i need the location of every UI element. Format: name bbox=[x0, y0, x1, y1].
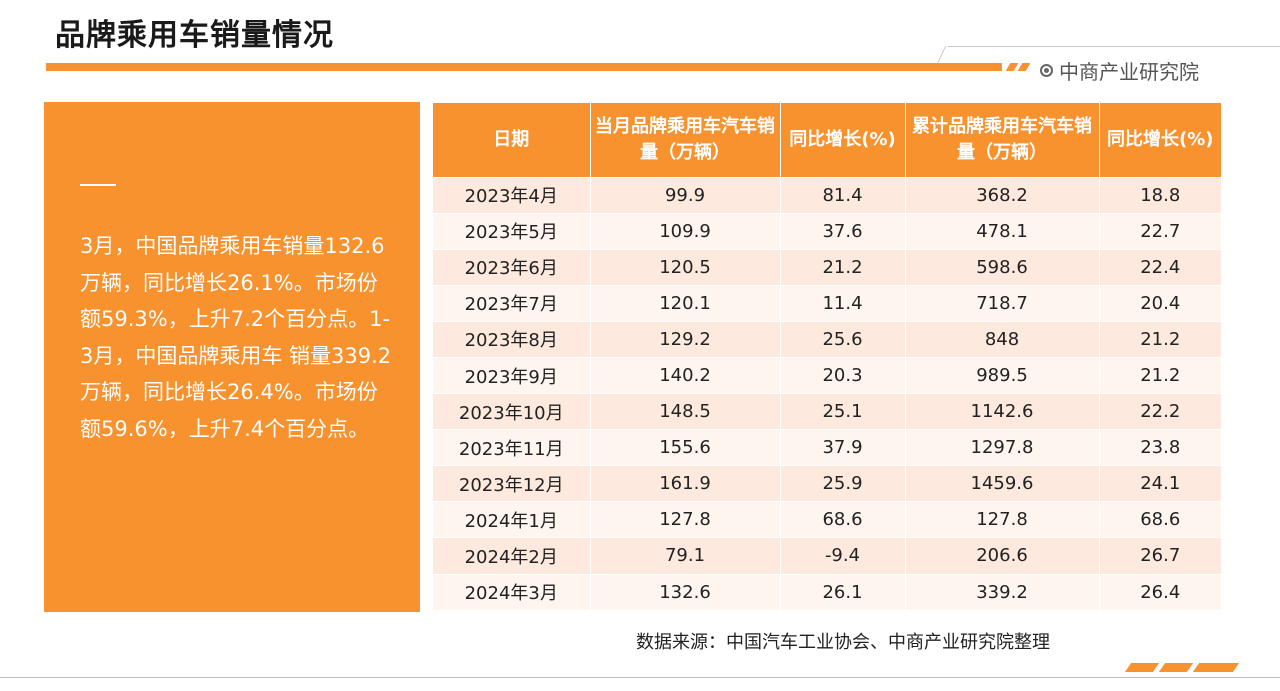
cell-cumulative-sales: 478.1 bbox=[905, 212, 1100, 250]
cell-date: 2024年3月 bbox=[433, 573, 591, 611]
brand-mark: 中商产业研究院 bbox=[1040, 56, 1199, 85]
cell-cumulative-sales: 206.6 bbox=[905, 537, 1100, 575]
cell-cumulative-sales: 339.2 bbox=[905, 573, 1100, 611]
header-divider-line bbox=[948, 46, 1280, 47]
cell-cumulative-growth: 26.7 bbox=[1099, 537, 1221, 575]
cell-date: 2023年6月 bbox=[433, 248, 591, 286]
table-row: 2023年7月 120.1 11.4 718.7 20.4 bbox=[433, 284, 1221, 322]
cell-cumulative-growth: 24.1 bbox=[1099, 465, 1221, 502]
table-row: 2024年3月 132.6 26.1 339.2 26.4 bbox=[433, 573, 1221, 611]
table-row: 2023年6月 120.5 21.2 598.6 22.4 bbox=[433, 248, 1221, 286]
column-header-date: 日期 bbox=[433, 103, 591, 177]
sales-table: 日期 当月品牌乘用车汽车销量（万辆） 同比增长(%) 累计品牌乘用车汽车销量（万… bbox=[433, 103, 1221, 611]
summary-rule bbox=[80, 184, 116, 186]
cell-monthly-sales: 127.8 bbox=[590, 501, 781, 538]
cell-monthly-sales: 132.6 bbox=[590, 573, 781, 611]
cell-monthly-sales: 161.9 bbox=[590, 465, 781, 502]
page-title: 品牌乘用车销量情况 bbox=[55, 18, 334, 53]
column-header-monthly-sales: 当月品牌乘用车汽车销量（万辆） bbox=[590, 103, 781, 177]
cell-monthly-growth: 25.1 bbox=[780, 393, 906, 430]
data-source-note: 数据来源：中国汽车工业协会、中商产业研究院整理 bbox=[636, 632, 1050, 653]
cell-cumulative-growth: 22.7 bbox=[1099, 212, 1221, 250]
cell-date: 2023年4月 bbox=[433, 176, 591, 214]
footer-stripe bbox=[1158, 663, 1194, 672]
cell-cumulative-sales: 1297.8 bbox=[905, 429, 1100, 466]
cell-monthly-growth: 81.4 bbox=[780, 176, 906, 214]
header-divider-slash bbox=[936, 46, 947, 64]
footer-stripe bbox=[1192, 663, 1240, 672]
cell-cumulative-growth: 21.2 bbox=[1099, 320, 1221, 358]
cell-monthly-sales: 148.5 bbox=[590, 393, 781, 430]
table-row: 2024年1月 127.8 68.6 127.8 68.6 bbox=[433, 501, 1221, 538]
table-header-row: 日期 当月品牌乘用车汽车销量（万辆） 同比增长(%) 累计品牌乘用车汽车销量（万… bbox=[433, 103, 1221, 177]
footer-stripe bbox=[1124, 663, 1160, 672]
cell-cumulative-sales: 368.2 bbox=[905, 176, 1100, 214]
cell-monthly-growth: 26.1 bbox=[780, 573, 906, 611]
cell-date: 2023年12月 bbox=[433, 465, 591, 502]
cell-date: 2023年5月 bbox=[433, 212, 591, 250]
cell-date: 2023年9月 bbox=[433, 356, 591, 394]
cell-monthly-growth: 37.6 bbox=[780, 212, 906, 250]
cell-cumulative-growth: 26.4 bbox=[1099, 573, 1221, 611]
cell-monthly-growth: 68.6 bbox=[780, 501, 906, 538]
table-row: 2024年2月 79.1 -9.4 206.6 26.7 bbox=[433, 537, 1221, 575]
cell-monthly-growth: 25.6 bbox=[780, 320, 906, 358]
table-row: 2023年5月 109.9 37.6 478.1 22.7 bbox=[433, 212, 1221, 250]
cell-cumulative-growth: 18.8 bbox=[1099, 176, 1221, 214]
cell-cumulative-growth: 68.6 bbox=[1099, 501, 1221, 538]
cell-cumulative-growth: 21.2 bbox=[1099, 356, 1221, 394]
cell-monthly-growth: -9.4 bbox=[780, 537, 906, 575]
cell-monthly-sales: 129.2 bbox=[590, 320, 781, 358]
column-header-monthly-growth: 同比增长(%) bbox=[780, 103, 906, 177]
header-stripe bbox=[1005, 63, 1019, 71]
cell-date: 2023年11月 bbox=[433, 429, 591, 466]
table-row: 2023年9月 140.2 20.3 989.5 21.2 bbox=[433, 356, 1221, 394]
cell-cumulative-sales: 598.6 bbox=[905, 248, 1100, 286]
cell-cumulative-sales: 1142.6 bbox=[905, 393, 1100, 430]
sales-table-container: 日期 当月品牌乘用车汽车销量（万辆） 同比增长(%) 累计品牌乘用车汽车销量（万… bbox=[433, 103, 1221, 611]
table-row: 2023年4月 99.9 81.4 368.2 18.8 bbox=[433, 176, 1221, 214]
cell-cumulative-growth: 23.8 bbox=[1099, 429, 1221, 466]
cell-date: 2023年10月 bbox=[433, 393, 591, 430]
cell-date: 2024年2月 bbox=[433, 537, 591, 575]
cell-monthly-growth: 25.9 bbox=[780, 465, 906, 502]
cell-monthly-growth: 21.2 bbox=[780, 248, 906, 286]
cell-date: 2024年1月 bbox=[433, 501, 591, 538]
summary-panel: 3月，中国品牌乘用车销量132.6万辆，同比增长26.1%。市场份额59.3%，… bbox=[44, 102, 420, 612]
table-row: 2023年12月 161.9 25.9 1459.6 24.1 bbox=[433, 465, 1221, 502]
cell-monthly-sales: 120.1 bbox=[590, 284, 781, 322]
summary-text: 3月，中国品牌乘用车销量132.6万辆，同比增长26.1%。市场份额59.3%，… bbox=[80, 234, 392, 441]
cell-cumulative-growth: 22.2 bbox=[1099, 393, 1221, 430]
column-header-cumulative-growth: 同比增长(%) bbox=[1099, 103, 1221, 177]
cell-monthly-sales: 79.1 bbox=[590, 537, 781, 575]
cell-cumulative-growth: 20.4 bbox=[1099, 284, 1221, 322]
cell-monthly-growth: 11.4 bbox=[780, 284, 906, 322]
brand-name: 中商产业研究院 bbox=[1059, 60, 1199, 84]
cell-date: 2023年8月 bbox=[433, 320, 591, 358]
cell-cumulative-sales: 1459.6 bbox=[905, 465, 1100, 502]
cell-monthly-sales: 99.9 bbox=[590, 176, 781, 214]
cell-cumulative-sales: 989.5 bbox=[905, 356, 1100, 394]
cell-monthly-growth: 37.9 bbox=[780, 429, 906, 466]
table-row: 2023年8月 129.2 25.6 848 21.2 bbox=[433, 320, 1221, 358]
cell-cumulative-sales: 127.8 bbox=[905, 501, 1100, 538]
table-row: 2023年10月 148.5 25.1 1142.6 22.2 bbox=[433, 393, 1221, 430]
footer-line bbox=[0, 677, 1280, 678]
circle-logo-icon bbox=[1040, 64, 1053, 77]
cell-monthly-sales: 109.9 bbox=[590, 212, 781, 250]
cell-cumulative-sales: 848 bbox=[905, 320, 1100, 358]
cell-monthly-sales: 140.2 bbox=[590, 356, 781, 394]
cell-monthly-sales: 120.5 bbox=[590, 248, 781, 286]
table-row: 2023年11月 155.6 37.9 1297.8 23.8 bbox=[433, 429, 1221, 466]
header-accent-bar bbox=[46, 63, 1002, 71]
cell-date: 2023年7月 bbox=[433, 284, 591, 322]
cell-cumulative-sales: 718.7 bbox=[905, 284, 1100, 322]
header-stripe bbox=[1017, 63, 1031, 71]
cell-cumulative-growth: 22.4 bbox=[1099, 248, 1221, 286]
cell-monthly-sales: 155.6 bbox=[590, 429, 781, 466]
cell-monthly-growth: 20.3 bbox=[780, 356, 906, 394]
column-header-cumulative-sales: 累计品牌乘用车汽车销量（万辆） bbox=[905, 103, 1100, 177]
